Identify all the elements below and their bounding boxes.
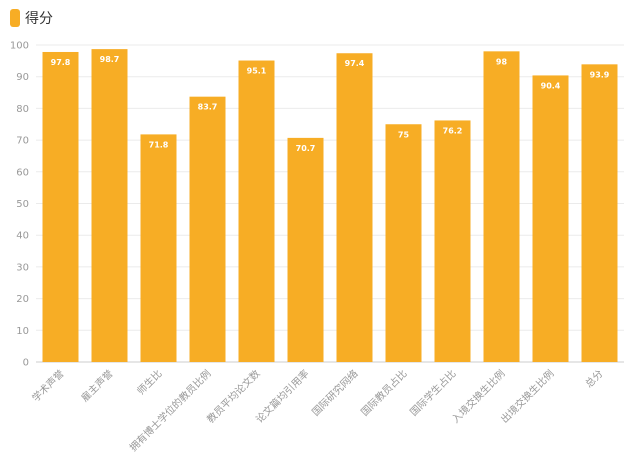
bar[interactable] — [189, 96, 226, 363]
y-tick-label: 100 — [10, 41, 29, 52]
x-axis-labels: 学术声誉 雇主声誉 师生比拥有博士学位的教员比例教员平均论文数论文篇均引用率国际研究… — [29, 367, 605, 454]
y-axis: 0 10 20 30 40 50 60 70 80 90 100 — [10, 41, 29, 369]
y-tick-label: 90 — [16, 72, 29, 83]
bar-value-label: 98 — [496, 57, 508, 66]
bar-value-label: 93.9 — [590, 70, 610, 79]
y-tick-label: 30 — [16, 262, 29, 273]
y-tick-label: 50 — [16, 199, 29, 210]
bar-value-label: 83.7 — [198, 103, 218, 112]
bar-value-label: 98.7 — [100, 55, 120, 64]
x-tick-label: 国际研究网络 — [309, 367, 361, 419]
bar-value-label: 97.4 — [345, 59, 365, 68]
bar[interactable] — [434, 120, 471, 362]
chart-legend[interactable]: 得分 — [10, 8, 53, 28]
bar-value-label: 76.2 — [443, 126, 463, 135]
bar-value-label: 71.8 — [149, 140, 169, 149]
bar[interactable] — [238, 60, 275, 363]
x-tick-label: 国际学生占比 — [407, 367, 459, 419]
bar[interactable] — [287, 137, 324, 362]
bar-value-label: 97.8 — [51, 58, 71, 67]
y-tick-label: 60 — [16, 167, 29, 178]
y-tick-label: 10 — [16, 326, 29, 337]
bars: 97.8 98.7 71.8 83.7 95.1 70.7 97.4 75 76.2 98 90.4… — [42, 49, 618, 363]
y-tick-label: 70 — [16, 136, 29, 147]
y-tick-label: 20 — [16, 294, 29, 305]
bar[interactable] — [581, 64, 618, 362]
x-tick-label: 雇主声誉 — [78, 367, 115, 404]
grid-lines — [36, 44, 624, 363]
x-tick-label: 总分 — [582, 367, 605, 390]
x-tick-label: 拥有博士学位的教员比例 — [127, 367, 214, 454]
x-tick-label: 国际教员占比 — [358, 367, 410, 419]
y-tick-label: 0 — [23, 358, 29, 369]
legend-label: 得分 — [25, 11, 53, 27]
x-tick-label: 学术声誉 — [29, 367, 66, 404]
bar[interactable] — [140, 134, 177, 362]
bar[interactable] — [385, 124, 422, 362]
bar-value-label: 70.7 — [296, 144, 316, 153]
x-tick-label: 师生比 — [134, 367, 164, 397]
bar-value-label: 90.4 — [541, 81, 561, 90]
bar[interactable] — [532, 75, 569, 362]
bar[interactable] — [336, 53, 373, 362]
bar[interactable] — [91, 49, 128, 362]
bar[interactable] — [42, 51, 79, 362]
bar-value-label: 95.1 — [247, 67, 267, 76]
y-tick-label: 40 — [16, 231, 29, 242]
y-tick-label: 80 — [16, 104, 29, 115]
bar[interactable] — [483, 51, 520, 363]
bar-value-label: 75 — [398, 130, 410, 139]
legend-swatch — [10, 9, 20, 27]
